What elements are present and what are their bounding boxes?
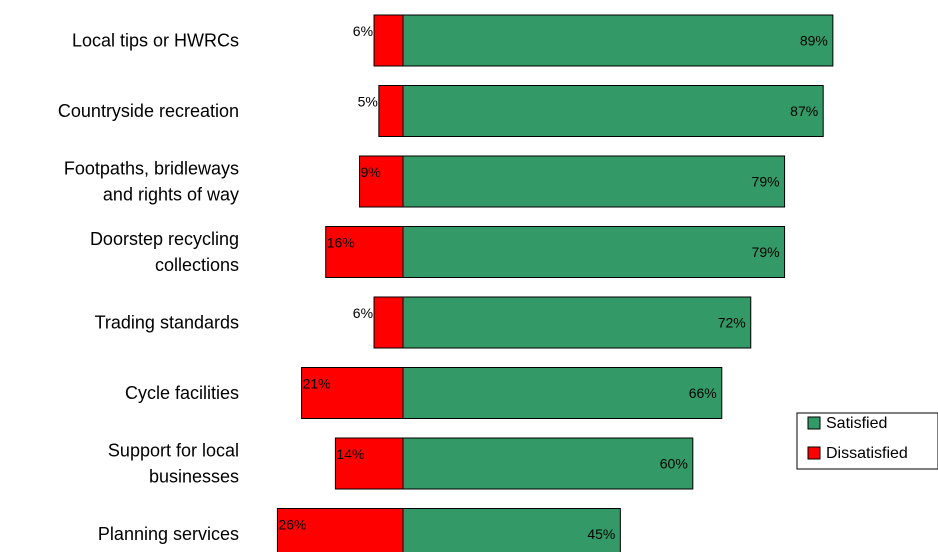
category-label: Planning services [98, 524, 239, 544]
bar-satisfied [402, 296, 752, 349]
category-label: businesses [149, 467, 239, 487]
legend-label-satisfied: Satisfied [826, 415, 887, 432]
category-label: Cycle facilities [125, 383, 239, 403]
data-label-satisfied: 87% [790, 103, 818, 119]
data-label-dissatisfied: 26% [278, 517, 306, 533]
bar-satisfied [402, 437, 694, 490]
data-label-dissatisfied: 5% [358, 94, 378, 110]
category-label: collections [155, 255, 239, 275]
bar-satisfied [402, 155, 786, 208]
bar-dissatisfied [276, 508, 404, 552]
data-label-dissatisfied: 6% [353, 305, 373, 321]
category-label: Doorstep recycling [90, 229, 239, 249]
data-label-dissatisfied: 16% [327, 235, 355, 251]
bar-satisfied [402, 14, 834, 67]
data-label-satisfied: 66% [689, 385, 717, 401]
category-label: Support for local [108, 441, 239, 461]
bar-dissatisfied [373, 14, 404, 67]
bar-satisfied [402, 226, 786, 278]
bars: 89% 6% 87% 5% 79% 9% 79% 16% 72% 6% 66% 21% 60% 14% 45… [276, 14, 834, 552]
bar-dissatisfied [334, 437, 404, 490]
bar-satisfied [402, 508, 621, 552]
data-label-satisfied: 89% [800, 33, 828, 49]
legend-label-dissatisfied: Dissatisfied [826, 445, 908, 462]
data-label-dissatisfied: 14% [336, 446, 364, 462]
data-label-satisfied: 60% [660, 456, 688, 472]
bar-satisfied [402, 367, 723, 419]
bar-dissatisfied [378, 85, 404, 137]
bar-dissatisfied [301, 367, 404, 419]
bar-dissatisfied [373, 296, 404, 349]
data-label-dissatisfied: 9% [361, 164, 381, 180]
data-label-satisfied: 45% [587, 526, 615, 542]
legend-swatch-satisfied [807, 416, 821, 430]
legend: Satisfied Dissatisfied [796, 412, 938, 470]
bar-satisfied [402, 85, 824, 137]
bar-dissatisfied [359, 155, 404, 208]
category-label: Trading standards [95, 313, 239, 333]
category-label: Footpaths, bridleways [64, 159, 239, 179]
data-label-satisfied: 79% [752, 244, 780, 260]
data-label-satisfied: 72% [718, 315, 746, 331]
category-label: and rights of way [103, 185, 239, 205]
category-labels: Local tips or HWRCs Countryside recreatio… [58, 31, 239, 545]
data-label-satisfied: 79% [752, 174, 780, 190]
bar-dissatisfied [325, 226, 404, 278]
data-label-dissatisfied: 6% [353, 23, 373, 39]
category-label: Countryside recreation [58, 101, 239, 121]
category-label: Local tips or HWRCs [72, 31, 239, 51]
data-label-dissatisfied: 21% [303, 376, 331, 392]
legend-swatch-dissatisfied [807, 446, 821, 460]
